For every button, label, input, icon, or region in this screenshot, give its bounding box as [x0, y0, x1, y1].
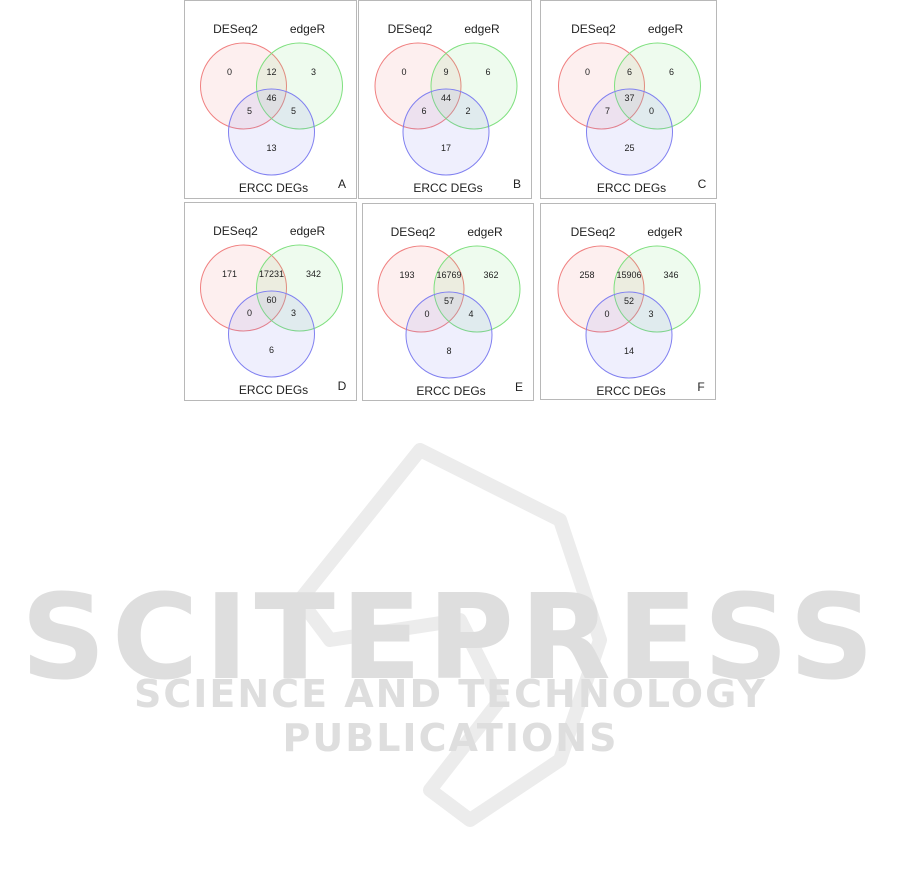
circle-b	[613, 245, 701, 333]
count-ercc-only: 13	[266, 143, 276, 153]
set-label-ercc-degs: ERCC DEGs	[413, 181, 482, 195]
set-label-ercc-degs: ERCC DEGs	[596, 384, 665, 398]
count-deseq2-edger: 9	[443, 67, 448, 77]
count-deseq2-only: 0	[401, 67, 406, 77]
count-deseq2-ercc: 0	[604, 309, 609, 319]
set-label-edger: edgeR	[648, 22, 684, 36]
circle-a	[200, 244, 287, 332]
set-label-deseq2: DESeq2	[213, 22, 258, 36]
count-edger-ercc: 2	[465, 106, 470, 116]
count-deseq2-edger: 15906	[616, 270, 641, 280]
venn-panel-c: DESeq2 edgeR ERCC DEGs C 0 6 6 37 7 0 25	[540, 0, 717, 199]
count-edger-only: 362	[483, 270, 498, 280]
circle-a	[558, 42, 645, 130]
count-deseq2-edger: 12	[266, 67, 276, 77]
set-label-edger: edgeR	[290, 22, 326, 36]
set-label-deseq2: DESeq2	[571, 225, 616, 239]
count-edger-only: 6	[485, 67, 490, 77]
set-label-ercc-degs: ERCC DEGs	[597, 181, 666, 195]
panel-letter: E	[515, 380, 523, 394]
count-edger-ercc: 4	[468, 309, 473, 319]
count-deseq2-only: 258	[579, 270, 594, 280]
circle-b	[256, 42, 343, 130]
set-label-edger: edgeR	[290, 224, 326, 238]
set-label-deseq2: DESeq2	[391, 225, 436, 239]
set-label-ercc-degs: ERCC DEGs	[239, 383, 308, 397]
count-deseq2-ercc: 7	[605, 106, 610, 116]
count-deseq2-only: 193	[399, 270, 414, 280]
set-label-edger: edgeR	[647, 225, 683, 239]
count-all-three: 44	[441, 93, 451, 103]
watermark-subtitle: SCIENCE AND TECHNOLOGY PUBLICATIONS	[134, 672, 767, 760]
count-edger-ercc: 5	[291, 106, 296, 116]
count-edger-only: 342	[306, 269, 321, 279]
circle-c	[228, 88, 315, 176]
count-edger-ercc: 3	[291, 308, 296, 318]
panel-letter: F	[697, 380, 704, 394]
count-deseq2-ercc: 0	[247, 308, 252, 318]
set-label-edger: edgeR	[464, 22, 500, 36]
panel-letter: C	[698, 177, 707, 191]
venn-panel-d: DESeq2 edgeR ERCC DEGs D 171 17231 342 60 0 3 6	[184, 202, 357, 401]
circle-b	[433, 245, 521, 333]
count-all-three: 57	[444, 296, 454, 306]
panel-letter: A	[338, 177, 346, 191]
venn-panel-f: DESeq2 edgeR ERCC DEGs F 258 15906 346 52 0 3 14	[540, 203, 716, 400]
count-ercc-only: 6	[269, 345, 274, 355]
set-label-ercc-degs: ERCC DEGs	[239, 181, 308, 195]
set-label-ercc-degs: ERCC DEGs	[416, 384, 485, 398]
circle-a	[557, 245, 645, 333]
circle-b	[430, 42, 518, 130]
circle-b	[256, 244, 343, 332]
count-all-three: 60	[266, 295, 276, 305]
count-ercc-only: 25	[624, 143, 634, 153]
count-deseq2-edger: 17231	[259, 269, 284, 279]
count-all-three: 37	[624, 93, 634, 103]
count-deseq2-edger: 6	[627, 67, 632, 77]
count-edger-ercc: 3	[648, 309, 653, 319]
count-all-three: 52	[624, 296, 634, 306]
circle-a	[200, 42, 287, 130]
panel-letter: B	[513, 177, 521, 191]
panel-letter: D	[338, 379, 347, 393]
circle-c	[586, 88, 673, 176]
count-deseq2-ercc: 6	[421, 106, 426, 116]
count-edger-only: 6	[669, 67, 674, 77]
count-edger-ercc: 0	[649, 106, 654, 116]
circle-c	[228, 290, 315, 378]
circle-c	[405, 291, 493, 379]
count-ercc-only: 8	[446, 346, 451, 356]
count-all-three: 46	[266, 93, 276, 103]
circle-a	[374, 42, 462, 130]
count-ercc-only: 17	[441, 143, 451, 153]
circle-b	[614, 42, 701, 130]
set-label-deseq2: DESeq2	[213, 224, 258, 238]
venn-panel-e: DESeq2 edgeR ERCC DEGs E 193 16769 362 57 0 4 8	[362, 203, 534, 401]
circle-a	[377, 245, 465, 333]
count-edger-only: 346	[663, 270, 678, 280]
circle-c	[585, 291, 673, 379]
count-deseq2-only: 171	[222, 269, 237, 279]
venn-panel-a: DESeq2 edgeR ERCC DEGs A 0 12 3 46 5 5 13	[184, 0, 357, 199]
watermark-title: SCITEPRESS	[20, 568, 881, 706]
count-deseq2-only: 0	[227, 67, 232, 77]
count-deseq2-ercc: 5	[247, 106, 252, 116]
count-ercc-only: 14	[624, 346, 634, 356]
count-deseq2-ercc: 0	[424, 309, 429, 319]
count-edger-only: 3	[311, 67, 316, 77]
count-deseq2-edger: 16769	[436, 270, 461, 280]
set-label-deseq2: DESeq2	[571, 22, 616, 36]
set-label-edger: edgeR	[467, 225, 503, 239]
venn-panel-b: DESeq2 edgeR ERCC DEGs B 0 9 6 44 6 2 17	[358, 0, 532, 199]
set-label-deseq2: DESeq2	[388, 22, 433, 36]
circle-c	[402, 88, 490, 176]
count-deseq2-only: 0	[585, 67, 590, 77]
